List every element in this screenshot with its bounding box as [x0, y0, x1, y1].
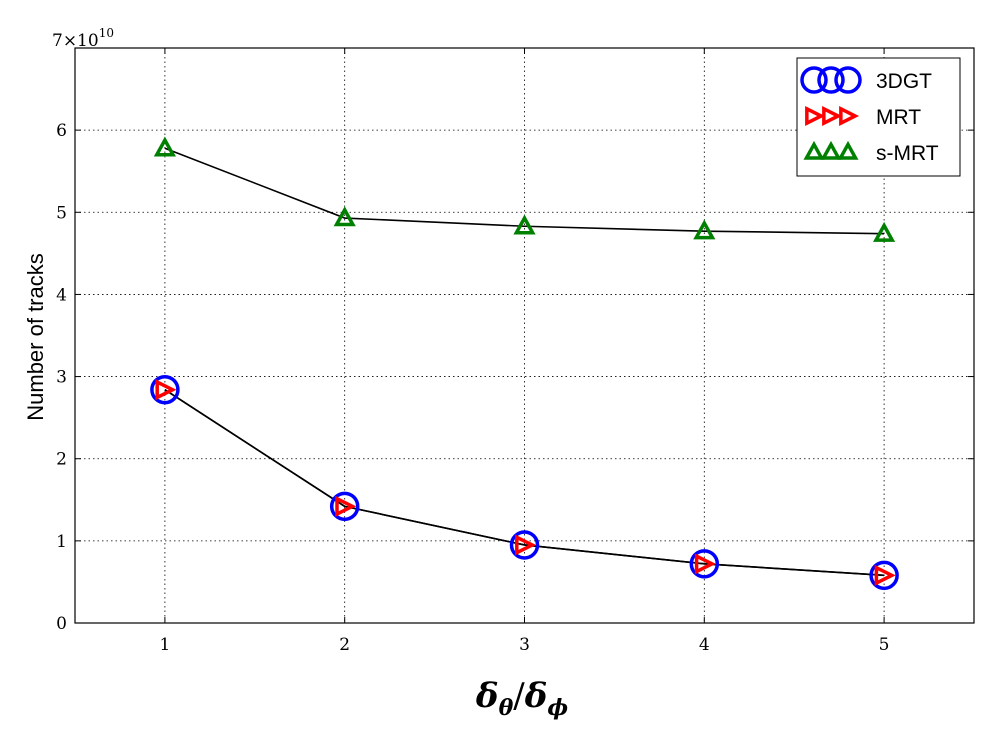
y-tick-label: 0 — [56, 614, 67, 634]
axis-ticks: 1 2 3 4 5 0 1 2 3 4 5 6 — [56, 48, 974, 655]
legend-label-s-mrt: s-MRT — [876, 142, 939, 165]
data-point-3dgt — [689, 549, 720, 579]
legend-marker-s-mrt — [803, 140, 825, 160]
legend-marker-3dgt — [817, 66, 845, 94]
y-tick-label: 5 — [56, 203, 67, 223]
legend-marker-s-mrt — [820, 140, 842, 160]
data-point-3dgt — [869, 560, 899, 591]
data-point-s-mrt — [513, 214, 536, 235]
y-tick-label: 2 — [56, 450, 67, 470]
legend-marker-mrt — [839, 106, 860, 126]
legend-label-mrt: MRT — [876, 106, 921, 129]
y-tick-label: 4 — [56, 285, 67, 305]
data-point-mrt — [515, 534, 537, 556]
x-tick-label: 4 — [699, 635, 710, 655]
series-lines — [164, 147, 885, 577]
data-point-mrt — [874, 564, 896, 586]
data-point-s-mrt — [693, 219, 716, 240]
data-point-3dgt — [329, 491, 360, 522]
legend-marker-mrt — [822, 106, 843, 126]
y-tick-label: 6 — [56, 121, 67, 141]
x-tick-label: 3 — [519, 635, 530, 655]
series-markers — [150, 136, 899, 591]
x-tick-label: 1 — [159, 635, 170, 655]
legend-marker-s-mrt — [837, 140, 859, 160]
x-axis-label: δθ/δϕ — [475, 676, 569, 721]
y-tick-label: 3 — [56, 368, 67, 388]
y-axis-multiplier: 7×1010 — [52, 26, 114, 51]
legend-label-3dgt: 3DGT — [876, 70, 932, 93]
legend: 3DGT MRT s-MRT — [796, 57, 961, 177]
series-line-mrt — [164, 389, 885, 577]
grid-lines — [75, 48, 974, 623]
x-tick-label: 2 — [339, 635, 350, 655]
y-axis-label: Number of tracks — [23, 253, 48, 421]
data-point-3dgt — [509, 530, 540, 560]
data-point-mrt — [155, 379, 177, 401]
data-point-3dgt — [150, 374, 180, 405]
y-tick-label: 1 — [56, 532, 67, 552]
series-line-s-mrt — [164, 147, 885, 235]
data-point-s-mrt — [333, 206, 356, 227]
x-tick-label: 5 — [879, 635, 890, 655]
legend-marker-3dgt — [800, 66, 828, 94]
data-point-mrt — [694, 553, 716, 575]
data-point-s-mrt — [153, 136, 176, 157]
legend-marker-mrt — [805, 106, 826, 126]
data-point-s-mrt — [873, 221, 896, 242]
legend-marker-3dgt — [834, 66, 862, 94]
data-point-mrt — [335, 495, 357, 517]
